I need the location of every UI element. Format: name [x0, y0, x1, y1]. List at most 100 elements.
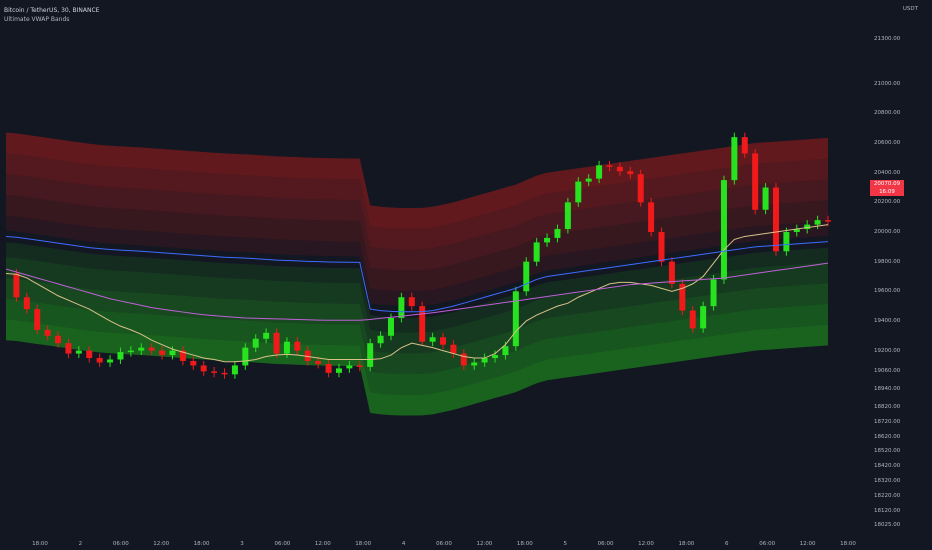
time-tick-label: 6: [725, 541, 729, 547]
price-tick-label: 18620.00: [874, 433, 901, 440]
candle-body: [741, 137, 748, 154]
candle-body: [793, 229, 800, 233]
candle-body: [772, 187, 779, 252]
candle-body: [564, 202, 571, 230]
bar-countdown: 16:09: [879, 189, 895, 195]
price-tick-label: 19200.00: [874, 347, 901, 354]
candle-body: [221, 372, 228, 375]
price-tick-label: 20000.00: [874, 229, 901, 235]
time-tick-label: 12:00: [314, 541, 331, 547]
candle-body: [804, 224, 811, 230]
time-tick-label: 5: [563, 541, 567, 547]
price-tick-label: 18720.00: [874, 418, 901, 425]
candle-body: [408, 297, 415, 307]
candle-body: [55, 335, 62, 344]
candle-body: [86, 350, 93, 359]
candle-body: [263, 332, 270, 339]
candle-body: [294, 341, 301, 351]
time-tick-label: 18:00: [840, 541, 856, 547]
candle-body: [387, 317, 394, 336]
price-tick-label: 18320.00: [874, 478, 901, 485]
candle-body: [616, 166, 623, 172]
candle-body: [648, 202, 655, 233]
candle-body: [429, 337, 436, 342]
price-tick-label: 19600.00: [874, 288, 901, 295]
candle-body: [783, 232, 790, 252]
candle-body: [554, 229, 561, 238]
candle-body: [440, 337, 447, 345]
candle-body: [502, 346, 509, 356]
candle-body: [492, 355, 499, 359]
vwap-session-line: [5, 224, 829, 363]
candle-body: [471, 362, 478, 366]
price-tick-label: 18820.00: [874, 403, 901, 410]
time-tick-label: 18:00: [678, 541, 695, 547]
vwap-lines: [5, 224, 829, 363]
candle-body: [252, 338, 259, 348]
vwap-monthly-line: [5, 262, 829, 321]
price-tick-label: 19060.00: [874, 368, 901, 375]
candle-body: [315, 360, 322, 364]
candle-body: [75, 350, 82, 354]
price-tick-label: 18220.00: [874, 492, 901, 499]
candle-body: [65, 343, 72, 354]
candle-body: [481, 358, 488, 363]
time-tick-label: 12:00: [799, 541, 816, 547]
candle-body: [533, 242, 540, 262]
price-tick-label: 20400.00: [874, 169, 901, 176]
price-tick-label: 19400.00: [874, 317, 901, 324]
time-tick-label: 18:00: [516, 541, 533, 547]
candle-body: [138, 347, 145, 351]
price-tick-label: 20600.00: [874, 140, 901, 147]
candle-body: [523, 261, 530, 292]
lower-band-2: [6, 257, 828, 354]
price-tick-label: 18520.00: [874, 448, 901, 455]
lower-band-3: [6, 277, 828, 375]
price-tick-label: 18025.00: [874, 521, 901, 528]
time-tick-label: 12:00: [476, 541, 493, 547]
upper-band-1: [6, 215, 828, 306]
candle-body: [283, 341, 290, 354]
candle-body: [596, 165, 603, 179]
candle-body: [700, 306, 707, 329]
time-tick-label: 12:00: [153, 541, 170, 547]
time-tick-label: 06:00: [436, 541, 452, 547]
candle-body: [689, 310, 696, 329]
candle-body: [419, 306, 426, 342]
symbol-title: Bitcoin / TetherUS, 30, BINANCE: [4, 7, 100, 14]
candle-body: [190, 360, 197, 366]
upper-band-5: [6, 132, 828, 229]
time-tick-label: 06:00: [759, 541, 776, 547]
time-tick-label: 18:00: [355, 541, 372, 547]
candle-body: [23, 297, 30, 310]
candle-body: [814, 220, 821, 225]
candle-body: [637, 174, 644, 203]
indicator-title: Ultimate VWAP Bands: [4, 16, 70, 23]
price-tick-label: 19800.00: [874, 258, 901, 265]
upper-band-2: [6, 194, 828, 292]
candle-body: [107, 359, 114, 363]
last-price-tag: 20070.09 16:09: [870, 180, 904, 196]
candle-body: [96, 358, 103, 363]
vwap-bands: [6, 132, 828, 416]
chart-legend[interactable]: Bitcoin / TetherUS, 30, BINANCE Ultimate…: [4, 6, 99, 24]
candle-body: [544, 237, 551, 243]
candle-body: [585, 178, 592, 182]
lower-band-1: [6, 242, 828, 333]
time-tick-label: 18:00: [193, 541, 210, 547]
candle-body: [179, 350, 186, 361]
candle-body: [377, 335, 384, 344]
candle-body: [159, 350, 166, 356]
candle-body: [211, 371, 218, 373]
candle-body: [720, 180, 727, 280]
candle-body: [304, 350, 311, 361]
price-tick-label: 18420.00: [874, 463, 901, 470]
time-tick-label: 3: [240, 541, 244, 547]
candle-body: [450, 344, 457, 354]
candle-body: [825, 220, 831, 222]
candle-body: [148, 347, 155, 351]
price-tick-label: 18940.00: [874, 386, 901, 393]
candle-body: [169, 350, 176, 356]
candle-body: [127, 350, 134, 353]
